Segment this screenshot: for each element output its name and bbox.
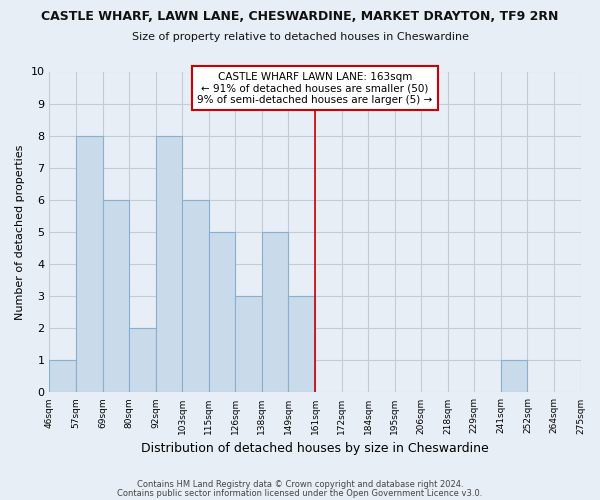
Bar — [581, 360, 600, 392]
Bar — [182, 200, 209, 392]
Bar — [103, 200, 129, 392]
Bar — [501, 360, 527, 392]
X-axis label: Distribution of detached houses by size in Cheswardine: Distribution of detached houses by size … — [141, 442, 489, 455]
Text: Contains public sector information licensed under the Open Government Licence v3: Contains public sector information licen… — [118, 488, 482, 498]
Text: Size of property relative to detached houses in Cheswardine: Size of property relative to detached ho… — [131, 32, 469, 42]
Bar — [262, 232, 289, 392]
Text: CASTLE WHARF, LAWN LANE, CHESWARDINE, MARKET DRAYTON, TF9 2RN: CASTLE WHARF, LAWN LANE, CHESWARDINE, MA… — [41, 10, 559, 23]
Bar — [209, 232, 235, 392]
Y-axis label: Number of detached properties: Number of detached properties — [15, 144, 25, 320]
Bar — [129, 328, 155, 392]
Bar — [76, 136, 103, 392]
Bar — [155, 136, 182, 392]
Bar — [49, 360, 76, 392]
Text: CASTLE WHARF LAWN LANE: 163sqm
← 91% of detached houses are smaller (50)
9% of s: CASTLE WHARF LAWN LANE: 163sqm ← 91% of … — [197, 72, 433, 104]
Bar — [289, 296, 315, 392]
Bar — [235, 296, 262, 392]
Text: Contains HM Land Registry data © Crown copyright and database right 2024.: Contains HM Land Registry data © Crown c… — [137, 480, 463, 489]
